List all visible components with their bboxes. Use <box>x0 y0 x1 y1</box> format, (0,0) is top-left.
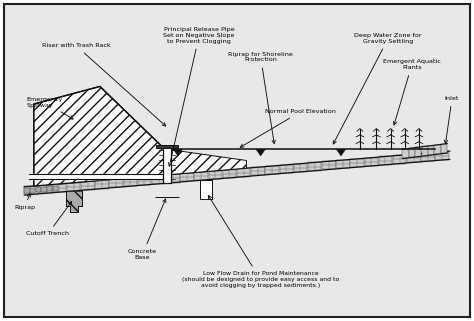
Bar <box>223 169 237 178</box>
Bar <box>322 161 336 169</box>
Bar <box>435 145 440 154</box>
Bar <box>24 186 38 195</box>
Text: Normal Pool Elevation: Normal Pool Elevation <box>240 109 336 147</box>
Bar <box>81 181 94 190</box>
Bar <box>38 185 52 193</box>
Bar <box>379 156 392 165</box>
Bar <box>428 146 434 155</box>
Bar <box>194 172 208 180</box>
Bar <box>421 153 435 161</box>
Bar <box>409 148 415 157</box>
Text: Cutoff Trench: Cutoff Trench <box>27 202 72 236</box>
Text: Emergent Aquatic
Plants: Emergent Aquatic Plants <box>383 59 441 125</box>
Polygon shape <box>34 86 166 186</box>
Bar <box>53 184 66 192</box>
Bar <box>124 178 137 186</box>
Bar <box>280 165 293 173</box>
Text: Emergency
Spillway: Emergency Spillway <box>27 97 73 119</box>
Bar <box>407 154 420 162</box>
Bar <box>422 146 428 156</box>
Bar <box>163 146 171 183</box>
Bar <box>251 167 264 176</box>
Text: Deep Water Zone for
Gravity Settling: Deep Water Zone for Gravity Settling <box>333 33 422 144</box>
Text: Riser with Trash Rack: Riser with Trash Rack <box>42 43 165 126</box>
Polygon shape <box>256 149 265 156</box>
Bar <box>402 149 409 158</box>
Text: Riprap: Riprap <box>14 194 35 210</box>
Bar <box>237 169 250 177</box>
Polygon shape <box>66 191 82 212</box>
Bar <box>336 160 350 168</box>
Bar <box>308 162 321 171</box>
Bar <box>36 187 41 192</box>
Bar <box>41 187 46 192</box>
Bar <box>24 188 29 193</box>
Bar <box>441 144 447 153</box>
Bar <box>201 180 212 199</box>
Bar <box>350 159 364 167</box>
Bar <box>53 186 58 191</box>
Bar <box>109 179 123 187</box>
Text: Concrete
Base: Concrete Base <box>128 199 166 260</box>
Bar <box>156 145 178 148</box>
Text: Low Flow Drain for Pond Maintenance
(should be designed to provide easy access a: Low Flow Drain for Pond Maintenance (sho… <box>182 195 339 288</box>
Bar <box>180 173 194 181</box>
Bar <box>138 177 151 185</box>
Bar <box>166 174 180 183</box>
Polygon shape <box>173 149 182 156</box>
Bar <box>393 155 406 163</box>
Bar <box>209 171 222 179</box>
Bar <box>365 158 378 166</box>
Bar <box>436 152 449 160</box>
Text: Inlet: Inlet <box>444 96 459 143</box>
Bar <box>294 164 307 172</box>
Polygon shape <box>167 149 246 175</box>
Bar <box>30 188 35 193</box>
Bar <box>415 147 421 157</box>
Bar <box>67 183 80 191</box>
Polygon shape <box>336 149 346 156</box>
Bar <box>152 176 165 184</box>
Bar <box>47 186 52 192</box>
Bar <box>95 180 109 188</box>
Text: Principal Release Pipe
Set on Negative Slope
to Prevent Clogging: Principal Release Pipe Set on Negative S… <box>164 27 235 166</box>
Text: Riprap for Shoreline
Protection: Riprap for Shoreline Protection <box>228 52 293 143</box>
Bar <box>265 166 279 174</box>
